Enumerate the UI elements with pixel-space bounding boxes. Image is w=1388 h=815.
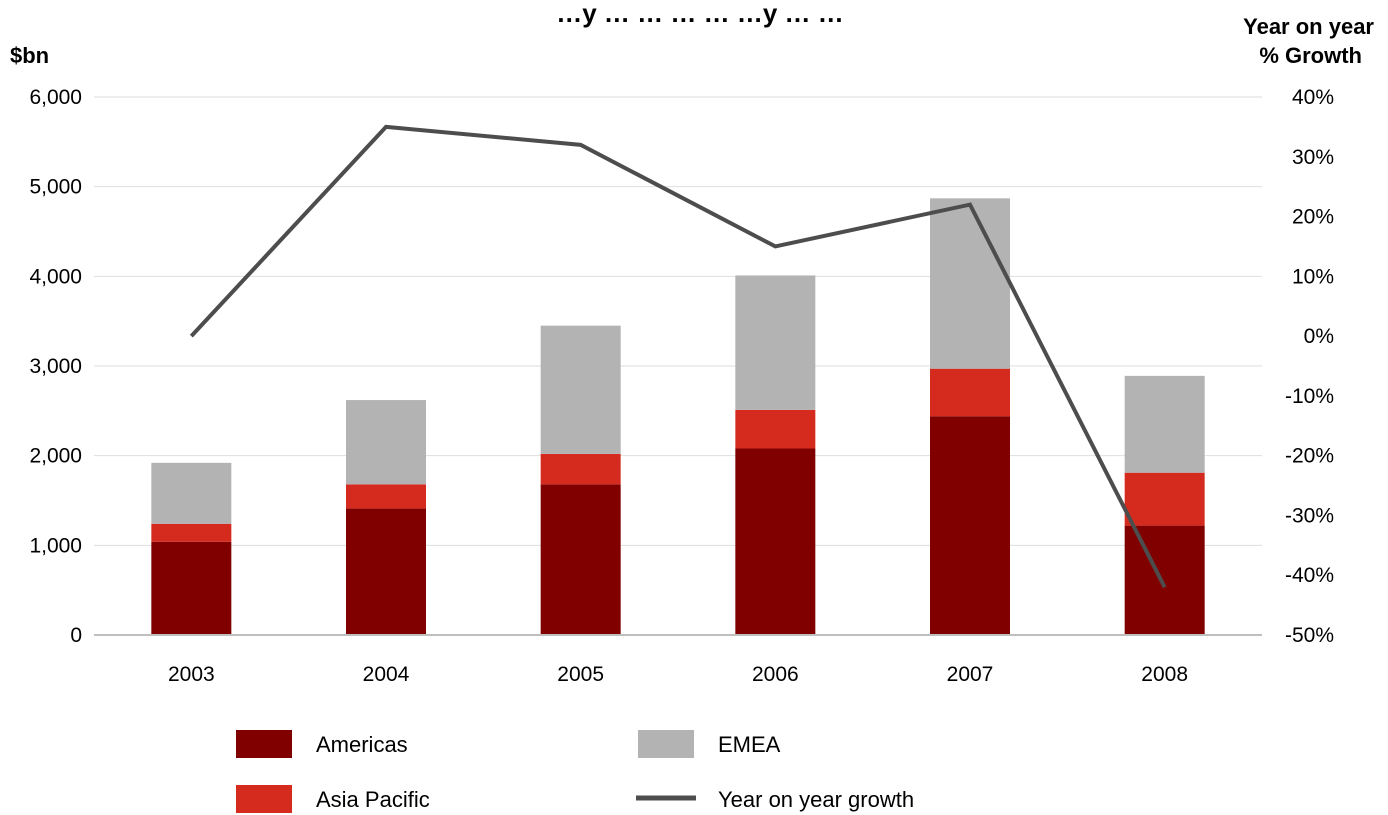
legend-label-americas: Americas: [316, 732, 408, 757]
bar-asia-pacific: [930, 368, 1010, 417]
y-tick-label: 0: [70, 624, 82, 647]
x-axis-ticks: 2003 2004 2005 2006 2007 2008: [168, 663, 1188, 686]
y-tick-label: 1,000: [29, 534, 82, 557]
bar-asia-pacific: [346, 484, 426, 509]
bar-emea: [735, 275, 816, 410]
y-tick-label: 4,000: [29, 265, 82, 288]
bar-asia-pacific: [540, 453, 621, 485]
bar-americas: [735, 448, 816, 635]
x-tick-label: 2004: [363, 663, 410, 686]
legend-label-asia-pacific: Asia Pacific: [316, 787, 430, 812]
bar-americas: [1124, 525, 1205, 635]
bar-americas: [540, 484, 621, 635]
legend-swatch-emea: [638, 730, 694, 758]
bar-asia-pacific: [735, 409, 816, 449]
y2-tick-label: -10%: [1285, 385, 1334, 408]
growth-line-series: [189, 124, 1167, 589]
bar-asia-pacific: [151, 523, 232, 542]
y2-tick-label: -30%: [1285, 504, 1334, 527]
bar-series: [151, 198, 1205, 635]
y-tick-label: 5,000: [29, 176, 82, 199]
x-tick-label: 2007: [947, 663, 994, 686]
right-axis-ticks: -50% -40% -30% -20% -10% 0% 10% 20% 30% 40%: [1285, 86, 1334, 647]
y2-tick-label: -20%: [1285, 445, 1334, 468]
legend-swatch-asia-pacific: [236, 785, 292, 813]
x-tick-label: 2006: [752, 663, 799, 686]
left-axis-label: $bn: [10, 43, 49, 68]
right-axis-label-line2: % Growth: [1259, 43, 1362, 68]
bar-emea: [1124, 375, 1205, 473]
right-axis-label-line1: Year on year: [1243, 14, 1374, 39]
x-tick-label: 2003: [168, 663, 215, 686]
bar-emea: [930, 198, 1010, 369]
chart-title: …y … … … … …y … …: [556, 0, 844, 28]
bar-emea: [346, 400, 426, 485]
y2-tick-label: -50%: [1285, 624, 1334, 647]
legend: Americas EMEA Asia Pacific Year on year …: [236, 730, 914, 813]
y2-tick-label: 0%: [1304, 325, 1334, 348]
y2-tick-label: 40%: [1292, 86, 1334, 109]
y2-tick-label: 10%: [1292, 265, 1334, 288]
bar-emea: [151, 462, 232, 524]
growth-line: [189, 124, 1167, 589]
legend-swatch-americas: [236, 730, 292, 758]
y2-tick-label: -40%: [1285, 564, 1334, 587]
bar-americas: [930, 416, 1010, 635]
gridlines: [94, 96, 1262, 546]
bar-americas: [151, 541, 232, 635]
legend-label-emea: EMEA: [718, 732, 781, 757]
y-tick-label: 6,000: [29, 86, 82, 109]
y-tick-label: 2,000: [29, 445, 82, 468]
y-tick-label: 3,000: [29, 355, 82, 378]
y2-tick-label: 20%: [1292, 206, 1334, 229]
bar-americas: [346, 508, 426, 635]
x-tick-label: 2005: [557, 663, 604, 686]
y2-tick-label: 30%: [1292, 146, 1334, 169]
bar-emea: [540, 325, 621, 454]
legend-label-growth-line: Year on year growth: [718, 787, 914, 812]
bar-asia-pacific: [1124, 472, 1205, 526]
x-tick-label: 2008: [1141, 663, 1188, 686]
left-axis-ticks: 0 1,000 2,000 3,000 4,000 5,000 6,000: [29, 86, 82, 647]
